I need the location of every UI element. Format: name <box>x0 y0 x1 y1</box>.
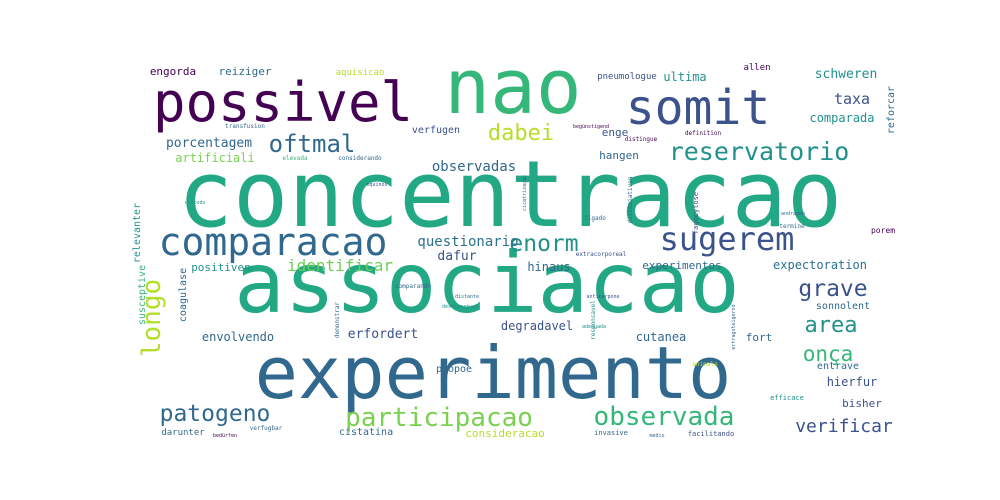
word-71: distingue <box>625 136 658 143</box>
word-78: extracorporeal <box>576 251 627 258</box>
word-89: bedürfen <box>213 433 237 439</box>
word-7: sugerem <box>660 220 795 258</box>
word-79: andragen <box>781 211 805 217</box>
word-65: dissoziativen <box>627 176 634 223</box>
word-36: allen <box>743 63 770 73</box>
word-86: anticarpone <box>586 294 619 300</box>
word-46: erfordert <box>348 327 418 342</box>
word-59: darunter <box>161 428 205 438</box>
word-26: taxa <box>834 90 870 108</box>
word-21: questionario <box>417 234 518 250</box>
word-0: concentracao <box>178 141 843 248</box>
word-34: reiziger <box>219 65 272 78</box>
word-37: pneumologue <box>597 72 657 82</box>
word-11: patogeno <box>160 401 271 427</box>
word-62: efficace <box>770 394 804 402</box>
word-1: associacao <box>234 234 740 332</box>
word-3: nao <box>444 42 581 131</box>
word-47: envolvendo <box>202 330 274 344</box>
word-24: artificiali <box>175 151 254 165</box>
word-74: demonstrar <box>334 302 341 339</box>
word-15: enorm <box>509 231 578 257</box>
word-57: cistatina <box>339 427 393 438</box>
word-52: sonnolent <box>816 301 870 312</box>
word-44: relevanter <box>132 203 143 263</box>
word-2: experimento <box>255 331 732 415</box>
word-31: enge <box>602 126 629 139</box>
word-53: porem <box>871 226 895 235</box>
word-42: positiven <box>191 261 251 274</box>
word-41: experimentos <box>642 259 721 272</box>
word-43: coagulase <box>178 268 189 322</box>
word-82: adequada <box>582 324 606 330</box>
word-64: fagocytose <box>692 192 700 234</box>
word-13: oftmal <box>269 130 356 158</box>
word-84: crocodo <box>184 200 205 206</box>
word-18: onça <box>803 342 854 366</box>
word-63: verfugbar <box>250 425 283 432</box>
word-8: participacao <box>345 403 533 433</box>
word-55: bisher <box>842 397 882 410</box>
word-17: area <box>805 313 858 338</box>
word-51: entrave <box>817 361 859 372</box>
word-48: degradavel <box>501 319 573 333</box>
word-6: comparacao <box>159 220 388 264</box>
word-80: begünstigend <box>573 124 609 130</box>
word-61: facilitando <box>688 430 734 438</box>
word-39: dafur <box>437 249 476 264</box>
word-12: longo <box>137 279 167 357</box>
word-67: considerando <box>338 155 382 162</box>
word-70: definition <box>685 130 722 137</box>
word-38: verfugen <box>412 125 460 136</box>
word-81: equinos <box>366 182 387 188</box>
word-58: consideracao <box>465 427 544 440</box>
word-29: reforcar <box>886 86 897 134</box>
word-19: verificar <box>795 416 893 437</box>
word-77: cicatrização <box>522 175 528 211</box>
word-75: animale <box>692 361 718 368</box>
word-40: hinaus <box>527 260 570 274</box>
word-5: somit <box>626 80 771 136</box>
word-10: reservatorio <box>669 137 850 166</box>
word-27: schweren <box>815 67 878 82</box>
word-4: possivel <box>153 71 413 134</box>
word-35: aquisicao <box>336 68 385 78</box>
word-76: termine <box>779 223 805 230</box>
word-50: fort <box>746 331 773 344</box>
word-28: comparada <box>809 111 874 125</box>
word-23: porcentagem <box>166 136 252 151</box>
word-16: grave <box>798 276 867 302</box>
word-69: transfusion <box>225 123 265 130</box>
word-25: ultima <box>663 70 706 84</box>
word-56: propoe <box>436 364 472 375</box>
word-88: medio <box>649 433 664 439</box>
word-73: responsavel <box>590 300 597 340</box>
word-83: distante <box>455 294 479 300</box>
word-85: ertragsteigernd <box>731 304 737 349</box>
word-32: hangen <box>599 149 639 162</box>
word-33: engorda <box>150 65 196 78</box>
word-87: desfavorável <box>442 303 478 310</box>
word-30: expectoration <box>773 258 867 272</box>
word-20: identificar <box>287 256 393 275</box>
word-68: elevada <box>282 155 308 162</box>
word-9: observada <box>594 402 735 432</box>
word-72: comparando <box>395 283 432 290</box>
word-54: hierfur <box>827 375 878 389</box>
word-66: fígado <box>584 215 606 222</box>
word-14: dabei <box>488 121 554 146</box>
word-45: susceptive <box>137 265 148 325</box>
word-22: observadas <box>432 159 516 175</box>
word-60: invasive <box>594 429 628 437</box>
word-49: cutanea <box>636 330 687 344</box>
